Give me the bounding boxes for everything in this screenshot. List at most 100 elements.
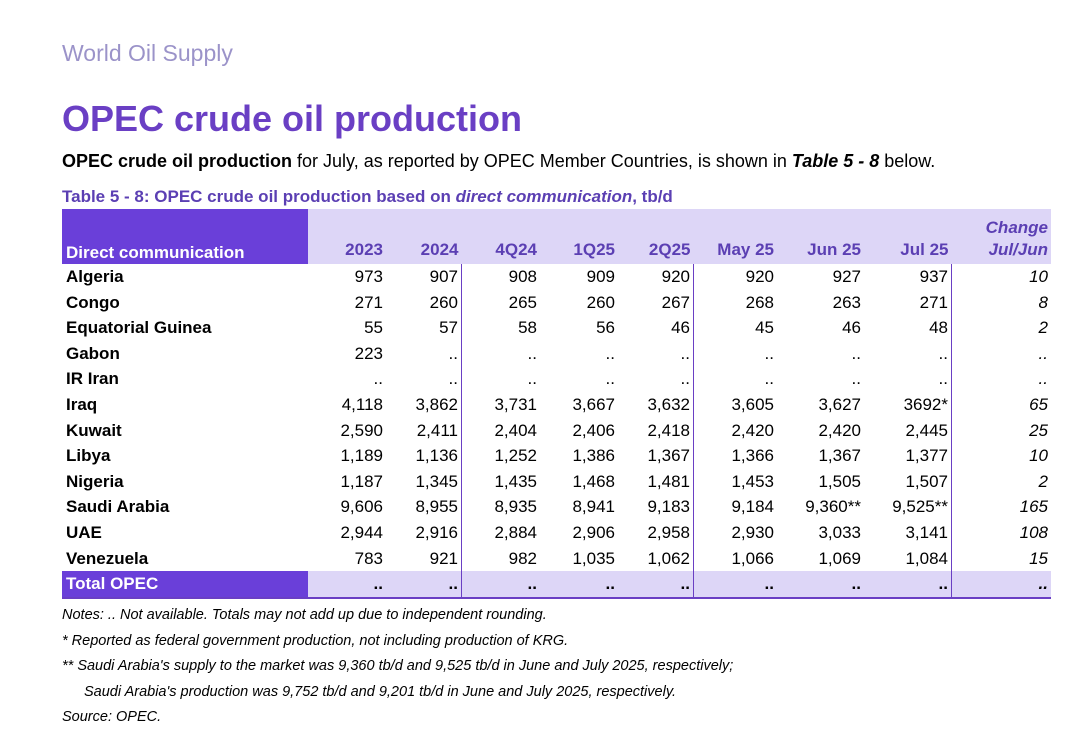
table-cell: 3,627 (818, 394, 861, 414)
table-cell: .. (540, 571, 618, 599)
table-cell: 1,084 (864, 545, 952, 572)
table-cell: 8,941 (572, 497, 615, 517)
table-cell: .. (864, 571, 952, 599)
table-row: Saudi Arabia 9,606 8,955 8,935 8,941 9,183 9,1… (62, 494, 1051, 520)
table-cell: .. (527, 343, 537, 363)
change-cell: 65 (1029, 394, 1048, 414)
table-cell: 908 (508, 267, 537, 286)
table-cell: 1,189 (340, 446, 383, 466)
table-cell: 2,944 (340, 522, 383, 542)
country-name: IR Iran (66, 369, 119, 389)
table-cell: 2,420 (731, 420, 774, 440)
change-cell: .. (951, 571, 1051, 599)
table-row: Gabon 223................ (62, 340, 1051, 367)
table-cell: .. (618, 571, 694, 599)
change-cell: 2 (1038, 471, 1048, 491)
table-cell: .. (777, 571, 864, 599)
table-caption: Table 5 - 8: OPEC crude oil production b… (62, 187, 673, 207)
table-cell: 2,884 (494, 522, 537, 542)
intro-text: OPEC crude oil production for July, as r… (62, 151, 935, 172)
table-cell: 3,033 (818, 522, 861, 542)
country-name: UAE (66, 522, 102, 542)
country-name: Nigeria (66, 471, 124, 491)
table-cell: .. (461, 571, 540, 599)
table-cell: 3692* (864, 391, 952, 418)
table-cell: 2,406 (572, 420, 615, 440)
table-cell: .. (308, 571, 386, 599)
table-cell: 783 (354, 548, 383, 568)
column-header: 2023 (308, 209, 386, 264)
column-header: 2024 (386, 209, 462, 264)
table-cell: 263 (832, 292, 861, 312)
table-cell: 937 (864, 264, 952, 290)
table-cell: 920 (618, 264, 694, 290)
table-cell: 4,118 (341, 394, 383, 414)
change-cell: 2 (1038, 318, 1048, 338)
section-label: World Oil Supply (62, 40, 233, 66)
column-header: May 25 (693, 209, 777, 264)
change-cell: .. (1038, 369, 1048, 389)
table-cell: 1,035 (572, 548, 615, 568)
table-cell: 271 (864, 289, 952, 316)
table-cell: .. (764, 369, 774, 389)
change-cell: 10 (1029, 267, 1048, 286)
table-row: Iraq 4,118 3,862 3,731 3,667 3,632 3,605 3,627 3… (62, 391, 1051, 418)
country-name: Gabon (66, 343, 120, 363)
country-name: Algeria (66, 267, 124, 286)
table-cell: 2,404 (494, 420, 537, 440)
change-header-line2: Jul/Jun (988, 240, 1048, 259)
note-source: Source: OPEC. (62, 709, 162, 725)
table-cell: 1,062 (618, 545, 694, 572)
table-cell: .. (864, 340, 952, 367)
note-saudi-production: Saudi Arabia's production was 9,752 tb/d… (84, 683, 677, 700)
change-cell: 108 (1019, 522, 1048, 542)
table-cell: .. (618, 340, 694, 367)
table-cell: 2,930 (731, 522, 774, 542)
table-cell: 57 (386, 315, 462, 341)
table-cell: 1,069 (818, 548, 861, 568)
country-name: Congo (66, 292, 120, 312)
table-cell: 2,411 (386, 417, 462, 444)
table-cell: 1,136 (386, 443, 462, 469)
table-row: Congo 271 260 265 260 267 268 263 271 8 (62, 289, 1051, 316)
table-cell: .. (527, 369, 537, 389)
table-cell: 1,252 (494, 446, 537, 466)
table-cell: 45 (755, 318, 774, 338)
country-name: Equatorial Guinea (66, 318, 212, 338)
change-cell: 25 (1029, 420, 1048, 440)
note-krg: * Reported as federal government product… (62, 632, 569, 649)
table-cell: .. (851, 369, 861, 389)
table-cell: 267 (618, 289, 694, 316)
column-header: Jul 25 (864, 209, 952, 264)
table-cell: 1,345 (386, 468, 462, 495)
table-cell: 55 (364, 318, 383, 338)
table-cell: 1,066 (731, 548, 774, 568)
table-row: UAE 2,944 2,916 2,884 2,906 2,958 2,930 3,033 3,… (62, 519, 1051, 546)
intro-tail: below. (879, 151, 936, 171)
table-cell: 1,377 (864, 443, 952, 469)
table-row: Kuwait 2,590 2,411 2,404 2,406 2,418 2,420 2,42… (62, 417, 1051, 444)
table-cell: .. (764, 343, 774, 363)
table-cell: 9,183 (618, 494, 694, 520)
column-header: 4Q24 (461, 209, 540, 264)
table-cell: 9,525** (864, 494, 952, 520)
table-cell: .. (864, 366, 952, 392)
table-cell: 2,590 (340, 420, 383, 440)
name-column-header: Direct communication (62, 209, 308, 264)
table-cell: .. (605, 369, 615, 389)
table-cell: 46 (842, 318, 861, 338)
note-not-available: Notes: .. Not available. Totals may not … (62, 607, 547, 623)
table-cell: 1,505 (818, 471, 861, 491)
table-row: Nigeria 1,187 1,345 1,435 1,468 1,481 1,453 1,5… (62, 468, 1051, 495)
table-cell: 260 (586, 292, 615, 312)
table-cell: 2,916 (386, 519, 462, 546)
table-cell: 982 (508, 548, 537, 568)
table-cell: 9,184 (731, 497, 774, 517)
table-cell: .. (693, 571, 777, 599)
table-cell: 1,453 (731, 471, 774, 491)
table-row: Equatorial Guinea 55 57 58 56 46 45 46 48 2 (62, 315, 1051, 341)
table-cell: 927 (832, 267, 861, 286)
change-column-header: Change Jul/Jun (951, 209, 1051, 264)
table-cell: 2,418 (618, 417, 694, 444)
table-cell: 1,367 (618, 443, 694, 469)
